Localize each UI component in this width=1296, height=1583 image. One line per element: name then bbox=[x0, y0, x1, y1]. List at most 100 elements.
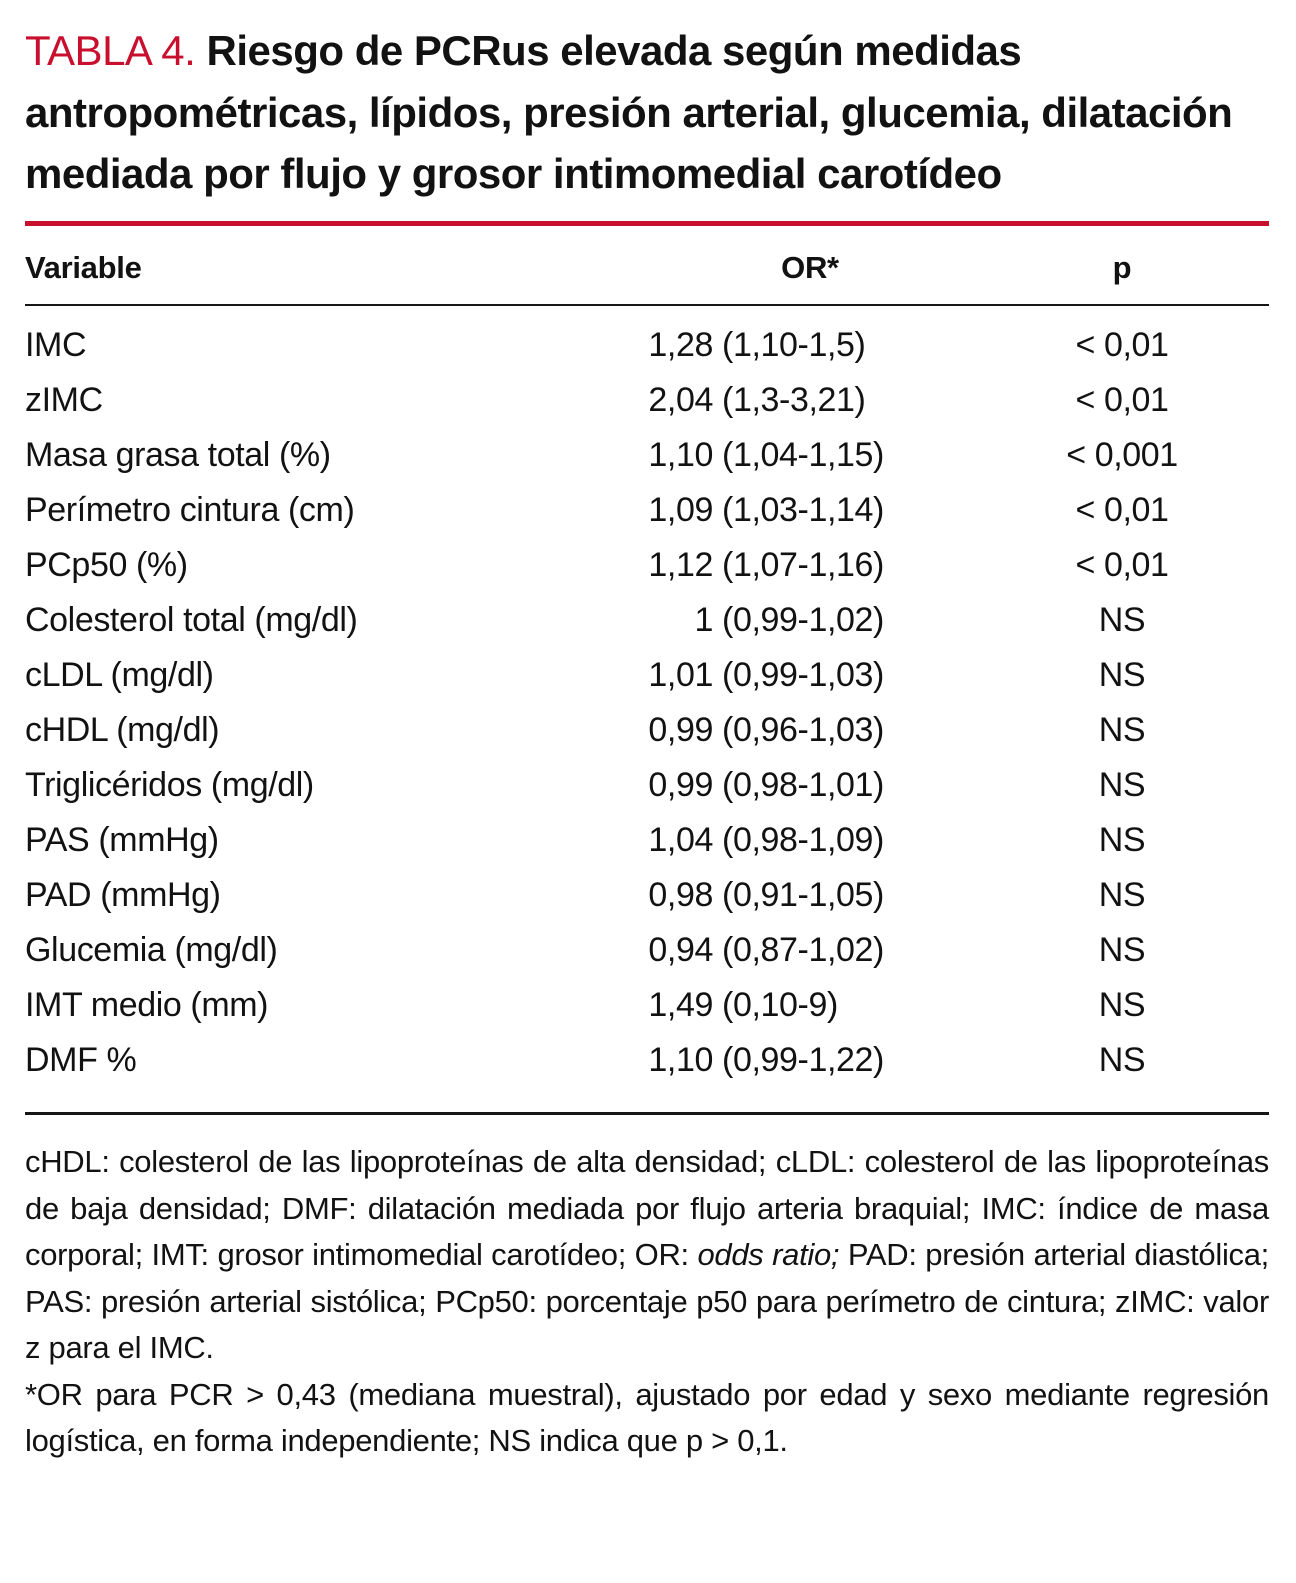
red-divider bbox=[25, 221, 1269, 227]
or-cell: 1,10 (0,99-1,22) bbox=[645, 1033, 975, 1088]
table-row: Masa grasa total (%) 1,10 (1,04-1,15) < … bbox=[25, 428, 1269, 483]
table-row: cLDL (mg/dl) 1,01 (0,99-1,03) NS bbox=[25, 648, 1269, 703]
p-cell: < 0,01 bbox=[1075, 491, 1169, 530]
or-cell: 1,01 (0,99-1,03) bbox=[645, 648, 975, 703]
or-cell: 1,04 (0,98-1,09) bbox=[645, 813, 975, 868]
table-row: cHDL (mg/dl) 0,99 (0,96-1,03) NS bbox=[25, 703, 1269, 758]
table-row: PAS (mmHg) 1,04 (0,98-1,09) NS bbox=[25, 813, 1269, 868]
or-cell: 0,99 (0,96-1,03) bbox=[645, 703, 975, 758]
p-cell: NS bbox=[1098, 931, 1146, 970]
p-cell: < 0,01 bbox=[1075, 326, 1169, 365]
or-cell: 2,04 (1,3-3,21) bbox=[645, 373, 975, 428]
or-confidence-interval: (0,98-1,01) bbox=[722, 766, 884, 805]
p-cell: NS bbox=[1098, 876, 1146, 915]
or-value: 1,10 bbox=[648, 436, 713, 475]
table-row: PCp50 (%) 1,12 (1,07-1,16) < 0,01 bbox=[25, 538, 1269, 593]
or-confidence-interval: (0,99-1,03) bbox=[722, 656, 884, 695]
or-confidence-interval: (0,10-9) bbox=[722, 986, 838, 1025]
table-row: IMC 1,28 (1,10-1,5) < 0,01 bbox=[25, 318, 1269, 373]
table-row: IMT medio (mm) 1,49 (0,10-9) NS bbox=[25, 978, 1269, 1033]
p-cell: NS bbox=[1098, 821, 1146, 860]
column-header-variable: Variable bbox=[25, 250, 142, 286]
table-number-label: TABLA 4. bbox=[25, 27, 196, 74]
variable-cell: IMC bbox=[25, 326, 87, 365]
table-row: Colesterol total (mg/dl) 1 (0,99-1,02) N… bbox=[25, 593, 1269, 648]
footnote-abbreviations: cHDL: colesterol de las lipoproteínas de… bbox=[25, 1139, 1269, 1372]
or-value: 1,10 bbox=[648, 1041, 713, 1080]
footnote-odds-ratio-italic: odds ratio; bbox=[697, 1237, 840, 1273]
table-title: TABLA 4. Riesgo de PCRus elevada según m… bbox=[25, 20, 1269, 205]
or-value: 1,04 bbox=[648, 821, 713, 860]
or-confidence-interval: (0,99-1,02) bbox=[722, 601, 884, 640]
variable-cell: Perímetro cintura (cm) bbox=[25, 491, 355, 530]
table-row: Perímetro cintura (cm) 1,09 (1,03-1,14) … bbox=[25, 483, 1269, 538]
p-cell: NS bbox=[1098, 766, 1146, 805]
or-value: 1,49 bbox=[648, 986, 713, 1025]
or-confidence-interval: (1,07-1,16) bbox=[722, 546, 884, 585]
p-cell: NS bbox=[1098, 1041, 1146, 1080]
p-cell: NS bbox=[1098, 711, 1146, 750]
or-cell: 1 (0,99-1,02) bbox=[645, 593, 975, 648]
variable-cell: IMT medio (mm) bbox=[25, 986, 269, 1025]
or-value: 0,94 bbox=[648, 931, 713, 970]
variable-cell: Glucemia (mg/dl) bbox=[25, 931, 278, 970]
variable-cell: Colesterol total (mg/dl) bbox=[25, 601, 358, 640]
column-header-p: p bbox=[1112, 250, 1132, 286]
page: TABLA 4. Riesgo de PCRus elevada según m… bbox=[25, 20, 1269, 1459]
or-value: 0,98 bbox=[648, 876, 713, 915]
or-value: 1,12 bbox=[648, 546, 713, 585]
or-confidence-interval: (0,87-1,02) bbox=[722, 931, 884, 970]
variable-cell: PAS (mmHg) bbox=[25, 821, 219, 860]
p-cell: < 0,01 bbox=[1075, 381, 1169, 420]
or-cell: 1,10 (1,04-1,15) bbox=[645, 428, 975, 483]
p-cell: NS bbox=[1098, 986, 1146, 1025]
bottom-divider bbox=[25, 1112, 1269, 1116]
or-value: 1 bbox=[694, 601, 713, 640]
variable-cell: zIMC bbox=[25, 381, 103, 420]
or-cell: 0,98 (0,91-1,05) bbox=[645, 868, 975, 923]
or-confidence-interval: (1,10-1,5) bbox=[722, 326, 866, 365]
or-confidence-interval: (0,91-1,05) bbox=[722, 876, 884, 915]
or-value: 0,99 bbox=[648, 711, 713, 750]
or-confidence-interval: (1,03-1,14) bbox=[722, 491, 884, 530]
variable-cell: DMF % bbox=[25, 1041, 137, 1080]
p-cell: NS bbox=[1098, 656, 1146, 695]
or-value: 1,09 bbox=[648, 491, 713, 530]
table-header-row: Variable OR* p bbox=[25, 226, 1269, 304]
table-row: Triglicéridos (mg/dl) 0,99 (0,98-1,01) N… bbox=[25, 758, 1269, 813]
or-value: 1,01 bbox=[648, 656, 713, 695]
table-title-text: Riesgo de PCRus elevada según medidas an… bbox=[25, 27, 1233, 198]
or-confidence-interval: (1,04-1,15) bbox=[722, 436, 884, 475]
table-row: zIMC 2,04 (1,3-3,21) < 0,01 bbox=[25, 373, 1269, 428]
or-confidence-interval: (0,98-1,09) bbox=[722, 821, 884, 860]
variable-cell: PCp50 (%) bbox=[25, 546, 188, 585]
p-cell: < 0,01 bbox=[1075, 546, 1169, 585]
footnote-or-note: *OR para PCR > 0,43 (mediana muestral), … bbox=[25, 1376, 1269, 1459]
p-cell: NS bbox=[1098, 601, 1146, 640]
footnote-abbrev-part-2: PAD: presión arterial diastólica; PAS: p… bbox=[25, 1237, 1269, 1366]
table-row: Glucemia (mg/dl) 0,94 (0,87-1,02) NS bbox=[25, 923, 1269, 978]
or-value: 1,28 bbox=[648, 326, 713, 365]
variable-cell: Masa grasa total (%) bbox=[25, 436, 331, 475]
table-body: IMC 1,28 (1,10-1,5) < 0,01 zIMC 2,04 (1,… bbox=[25, 306, 1269, 1102]
variable-cell: cLDL (mg/dl) bbox=[25, 656, 214, 695]
or-value: 2,04 bbox=[648, 381, 713, 420]
variable-cell: PAD (mmHg) bbox=[25, 876, 221, 915]
or-confidence-interval: (0,99-1,22) bbox=[722, 1041, 884, 1080]
column-header-or: OR* bbox=[781, 250, 839, 286]
or-value: 0,99 bbox=[648, 766, 713, 805]
header-divider bbox=[25, 304, 1269, 307]
variable-cell: cHDL (mg/dl) bbox=[25, 711, 220, 750]
table-row: PAD (mmHg) 0,98 (0,91-1,05) NS bbox=[25, 868, 1269, 923]
or-cell: 0,99 (0,98-1,01) bbox=[645, 758, 975, 813]
or-cell: 1,12 (1,07-1,16) bbox=[645, 538, 975, 593]
or-cell: 1,49 (0,10-9) bbox=[645, 978, 975, 1033]
or-cell: 1,09 (1,03-1,14) bbox=[645, 483, 975, 538]
footnote-abbrev-part-1: cHDL: colesterol de las lipoproteínas de… bbox=[25, 1144, 1269, 1273]
or-confidence-interval: (1,3-3,21) bbox=[722, 381, 866, 420]
variable-cell: Triglicéridos (mg/dl) bbox=[25, 766, 314, 805]
or-cell: 1,28 (1,10-1,5) bbox=[645, 318, 975, 373]
or-cell: 0,94 (0,87-1,02) bbox=[645, 923, 975, 978]
or-confidence-interval: (0,96-1,03) bbox=[722, 711, 884, 750]
p-cell: < 0,001 bbox=[1066, 436, 1178, 475]
